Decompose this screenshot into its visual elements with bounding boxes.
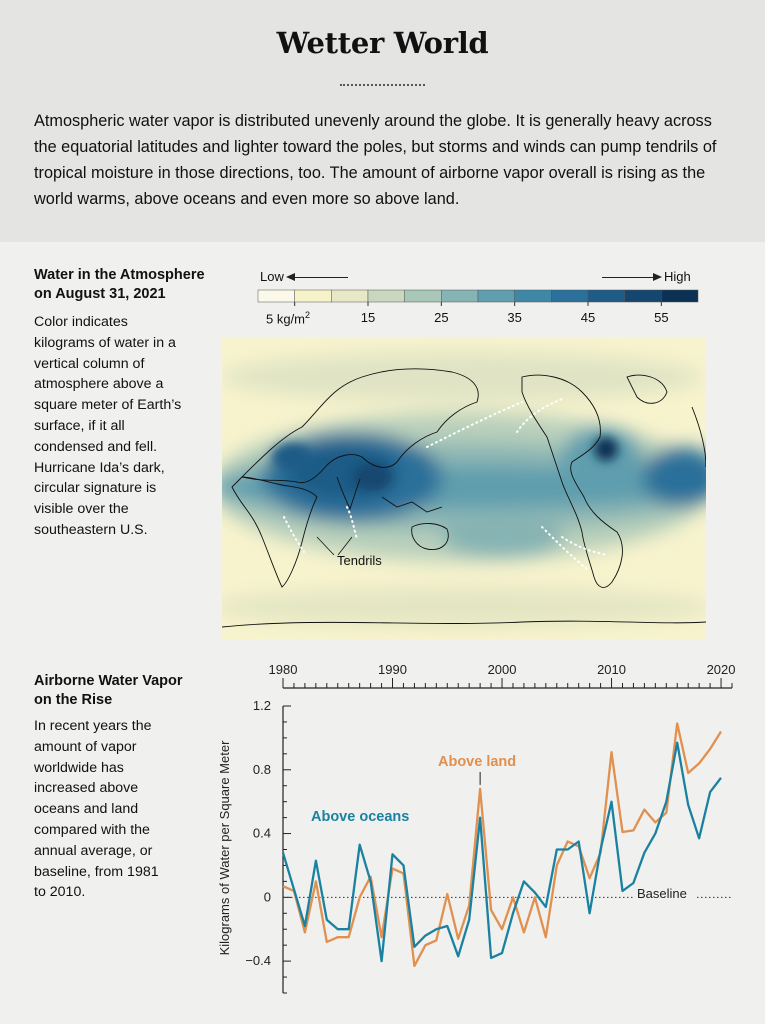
map_section-line: southeastern U.S. <box>34 521 148 538</box>
map_section-line: surface, if it all <box>34 417 125 434</box>
scale-swatch <box>404 289 442 303</box>
scale-tick-label: 25 <box>434 310 449 325</box>
chart_section-line: baseline, from 1981 <box>34 863 159 880</box>
series-line-above-oceans <box>281 741 722 963</box>
chart-section-body: In recent years the amount of vapor worldw… <box>34 716 159 903</box>
y-tick-label: 1.2 <box>253 698 271 713</box>
map_section-line: vertical column of <box>34 355 145 372</box>
x-tick-label: 1980 <box>269 662 298 677</box>
intro-text: Atmospheric water vapor is distributed u… <box>34 112 717 208</box>
water-vapor-line-chart: 1980 1990 2000 2010 2020 1.2 0.8 0.4 0 −0.4 Kilog… <box>217 662 736 994</box>
scale-swatch <box>441 289 479 303</box>
scale-high-label: High <box>664 269 691 284</box>
scale-unit-label: 5 kg/m2 <box>266 310 311 327</box>
scale-tick-label: 15 <box>360 310 376 325</box>
y-tick-label: 0.8 <box>253 762 271 777</box>
chart-series <box>281 722 722 968</box>
map_section-line: Hurricane Ida’s dark, <box>34 459 165 476</box>
map_section-line: atmosphere above a <box>34 376 164 393</box>
scale-swatch <box>367 289 405 303</box>
chart_section-line: oceans and land <box>34 801 139 818</box>
chart_section-line: to 2010. <box>34 884 86 901</box>
tendrils-annotation: Tendrils <box>337 553 382 568</box>
chart_section-line: compared with the <box>34 821 150 838</box>
map-section-title: Water in the Atmosphere on August 31, 20… <box>34 267 205 302</box>
low-arrow <box>292 277 348 278</box>
low-arrowhead-icon <box>286 273 295 281</box>
scale-tick-label: 55 <box>654 310 669 325</box>
series-label-above-oceans: Above oceans <box>311 809 409 825</box>
chart-section-title: Airborne Water Vapor on the Rise <box>34 673 183 708</box>
chart_section-line: worldwide has <box>34 759 124 776</box>
scale-swatch <box>551 289 589 303</box>
y-axis-label: Kilograms of Water per Square Meter <box>217 740 232 955</box>
series-line-above-land <box>282 722 722 968</box>
map_section-line: Color indicates <box>34 314 128 330</box>
scale-swatch <box>514 289 552 303</box>
scale-swatch <box>294 289 332 303</box>
chart-axes: 1980 1990 2000 2010 2020 1.2 0.8 0.4 0 −0.4 <box>245 662 736 994</box>
map_section-line: square meter of Earth’s <box>34 397 182 414</box>
scale-swatch <box>661 289 699 303</box>
scale-tick-label: 45 <box>580 310 596 325</box>
series-label-above-land: Above land <box>438 754 516 770</box>
map_section-line: circular signature is <box>34 480 157 497</box>
baseline-label: Baseline <box>637 886 687 901</box>
header-band <box>0 0 765 242</box>
y-tick-label: 0 <box>264 889 271 904</box>
x-tick-label: 2020 <box>707 662 736 677</box>
x-tick-label: 2000 <box>488 662 517 677</box>
title-divider <box>340 84 425 86</box>
high-arrow <box>602 277 656 278</box>
y-tick-label: 0.4 <box>253 826 271 841</box>
page-title: Wetter World <box>276 26 489 60</box>
map_section-line: visible over the <box>34 501 129 518</box>
map_section-line: kilograms of water in a <box>34 334 176 351</box>
map-section-body: Color indicates kilograms of water in a ve… <box>34 312 181 541</box>
y-tick-label: −0.4 <box>245 953 271 968</box>
world-water-vapor-map: Tendrils <box>222 337 706 640</box>
scale-low-label: Low <box>260 269 284 284</box>
color-scale <box>257 289 699 306</box>
x-tick-label: 2010 <box>597 662 626 677</box>
high-arrowhead-icon <box>653 273 662 281</box>
scale-tick-label: 35 <box>507 310 522 325</box>
scale-swatch <box>477 289 515 303</box>
chart_section-line: In recent years the <box>34 718 152 734</box>
scale-swatch <box>257 289 295 303</box>
scale-swatch <box>587 289 625 303</box>
map_section-line: condensed and fell. <box>34 438 158 455</box>
scale-swatch <box>624 289 662 303</box>
chart_section-line: annual average, or <box>34 842 153 859</box>
chart_section-line: increased above <box>34 780 139 797</box>
chart_section-line: amount of vapor <box>34 738 137 755</box>
scale-swatch <box>331 289 369 303</box>
x-tick-label: 1990 <box>378 662 407 677</box>
